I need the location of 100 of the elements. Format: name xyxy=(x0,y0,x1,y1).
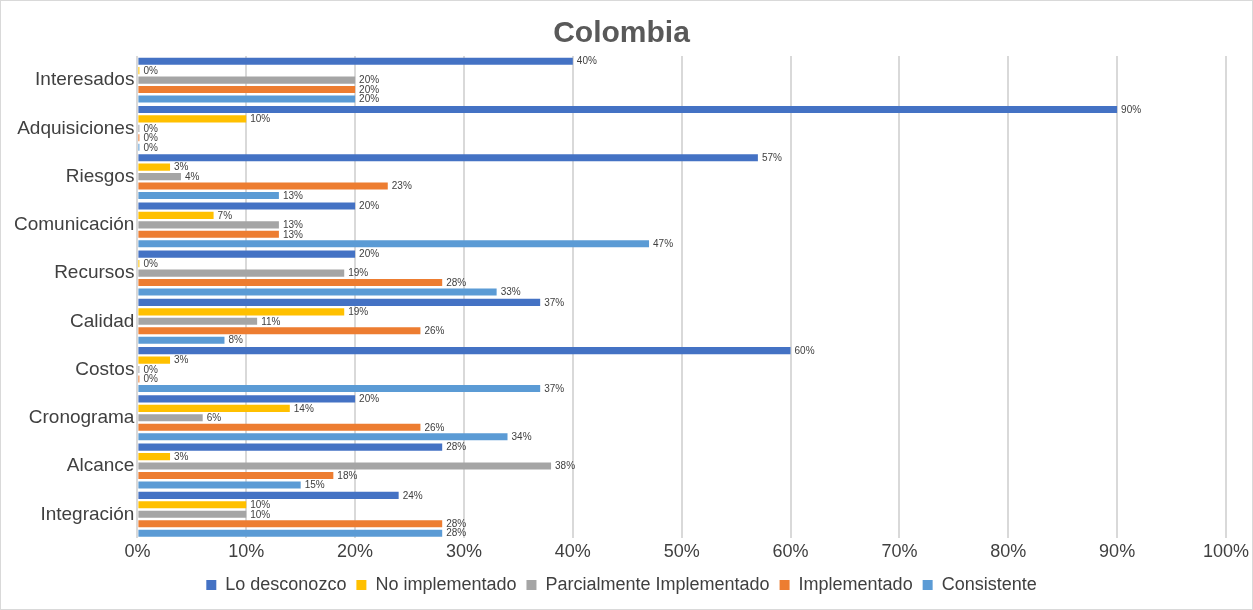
data-label: 28% xyxy=(446,527,467,539)
data-label: 13% xyxy=(282,219,304,231)
x-tick-label: 40% xyxy=(554,541,591,562)
bar xyxy=(138,191,279,200)
data-label: 19% xyxy=(348,267,369,279)
data-label: 7% xyxy=(217,209,233,221)
data-label: 10% xyxy=(250,508,271,520)
bar xyxy=(138,308,345,316)
x-tick-label: 80% xyxy=(990,541,1027,562)
x-tick-label: 70% xyxy=(881,541,918,562)
data-label: 0% xyxy=(143,373,158,385)
data-label: 0% xyxy=(143,257,158,269)
data-label: 8% xyxy=(228,334,244,346)
bar xyxy=(138,278,443,287)
bar xyxy=(138,317,258,325)
data-label: 20% xyxy=(359,83,380,95)
bar xyxy=(138,163,171,171)
y-tick-label: Riesgos xyxy=(65,164,135,186)
data-label: 34% xyxy=(511,430,532,442)
bar xyxy=(138,57,573,65)
data-label: 15% xyxy=(304,479,325,491)
bar xyxy=(138,481,301,489)
bar xyxy=(138,86,356,94)
bar xyxy=(138,453,171,461)
data-label: 28% xyxy=(446,441,467,453)
bar xyxy=(138,404,290,412)
bar xyxy=(138,520,443,528)
legend-label: Implementado xyxy=(798,573,913,594)
data-label: 19% xyxy=(348,306,369,318)
x-tick-label: 90% xyxy=(1099,541,1136,562)
data-label: 11% xyxy=(261,315,281,327)
bar xyxy=(138,462,552,470)
chart-title: Colombia xyxy=(553,15,691,49)
x-tick-label: 100% xyxy=(1202,541,1249,562)
data-label: 13% xyxy=(282,228,304,240)
bar xyxy=(138,433,508,441)
y-tick-label: Calidad xyxy=(69,309,135,331)
y-tick-label: Adquisiciones xyxy=(17,116,135,138)
bar xyxy=(138,501,247,509)
bar xyxy=(138,423,421,431)
y-tick-label: Alcance xyxy=(66,454,135,476)
bar xyxy=(138,221,279,229)
data-label: 60% xyxy=(794,344,815,356)
bar xyxy=(138,105,1118,113)
data-label: 3% xyxy=(174,354,189,366)
bar xyxy=(138,95,356,103)
bar xyxy=(138,115,247,123)
bar xyxy=(138,347,791,355)
bar xyxy=(138,154,758,162)
data-label: 13% xyxy=(282,189,304,201)
data-label: 26% xyxy=(424,421,445,433)
x-tick-label: 20% xyxy=(337,541,374,562)
x-tick-label: 10% xyxy=(228,541,265,562)
bar xyxy=(138,182,388,190)
bar xyxy=(138,443,443,451)
data-label: 0% xyxy=(143,64,158,76)
data-label: 3% xyxy=(174,161,189,173)
bar xyxy=(138,336,225,344)
data-label: 20% xyxy=(359,200,380,212)
data-label: 37% xyxy=(544,382,565,394)
bar xyxy=(138,298,541,306)
x-tick-label: 30% xyxy=(445,541,482,562)
data-label: 20% xyxy=(359,248,380,260)
legend-label: Parcialmente Implementado xyxy=(545,573,770,594)
data-label: 18% xyxy=(337,469,358,481)
bar xyxy=(138,269,345,277)
data-label: 20% xyxy=(359,393,380,405)
data-label: 0% xyxy=(143,141,158,153)
bar xyxy=(138,240,650,248)
data-label: 38% xyxy=(555,460,576,472)
y-tick-label: Interesados xyxy=(35,68,135,90)
data-label: 4% xyxy=(184,170,200,182)
y-tick-label: Comunicación xyxy=(13,213,135,235)
legend-label: Lo desconozco xyxy=(225,573,347,594)
x-tick-label: 0% xyxy=(124,541,151,562)
data-label: 20% xyxy=(359,93,380,105)
y-tick-label: Cronograma xyxy=(28,406,135,428)
bar xyxy=(138,529,443,537)
data-label: 47% xyxy=(653,238,674,249)
data-label: 23% xyxy=(391,180,412,192)
x-tick-label: 50% xyxy=(663,541,700,562)
bar xyxy=(138,250,356,258)
data-label: 10% xyxy=(250,499,271,511)
bar xyxy=(138,491,399,499)
data-label: 0% xyxy=(143,122,158,134)
data-label: 57% xyxy=(761,151,783,163)
data-label: 14% xyxy=(293,402,314,414)
bar xyxy=(138,327,421,335)
data-label: 40% xyxy=(576,55,597,67)
data-label: 24% xyxy=(402,489,423,501)
y-tick-label: Costos xyxy=(75,357,135,379)
x-tick-label: 60% xyxy=(772,541,809,562)
bar xyxy=(138,173,181,181)
data-label: 90% xyxy=(1121,103,1142,115)
bar xyxy=(138,202,356,210)
bar xyxy=(138,211,214,219)
data-label: 6% xyxy=(206,412,222,424)
bar xyxy=(138,288,497,296)
bar xyxy=(138,384,541,393)
bar xyxy=(138,356,171,364)
